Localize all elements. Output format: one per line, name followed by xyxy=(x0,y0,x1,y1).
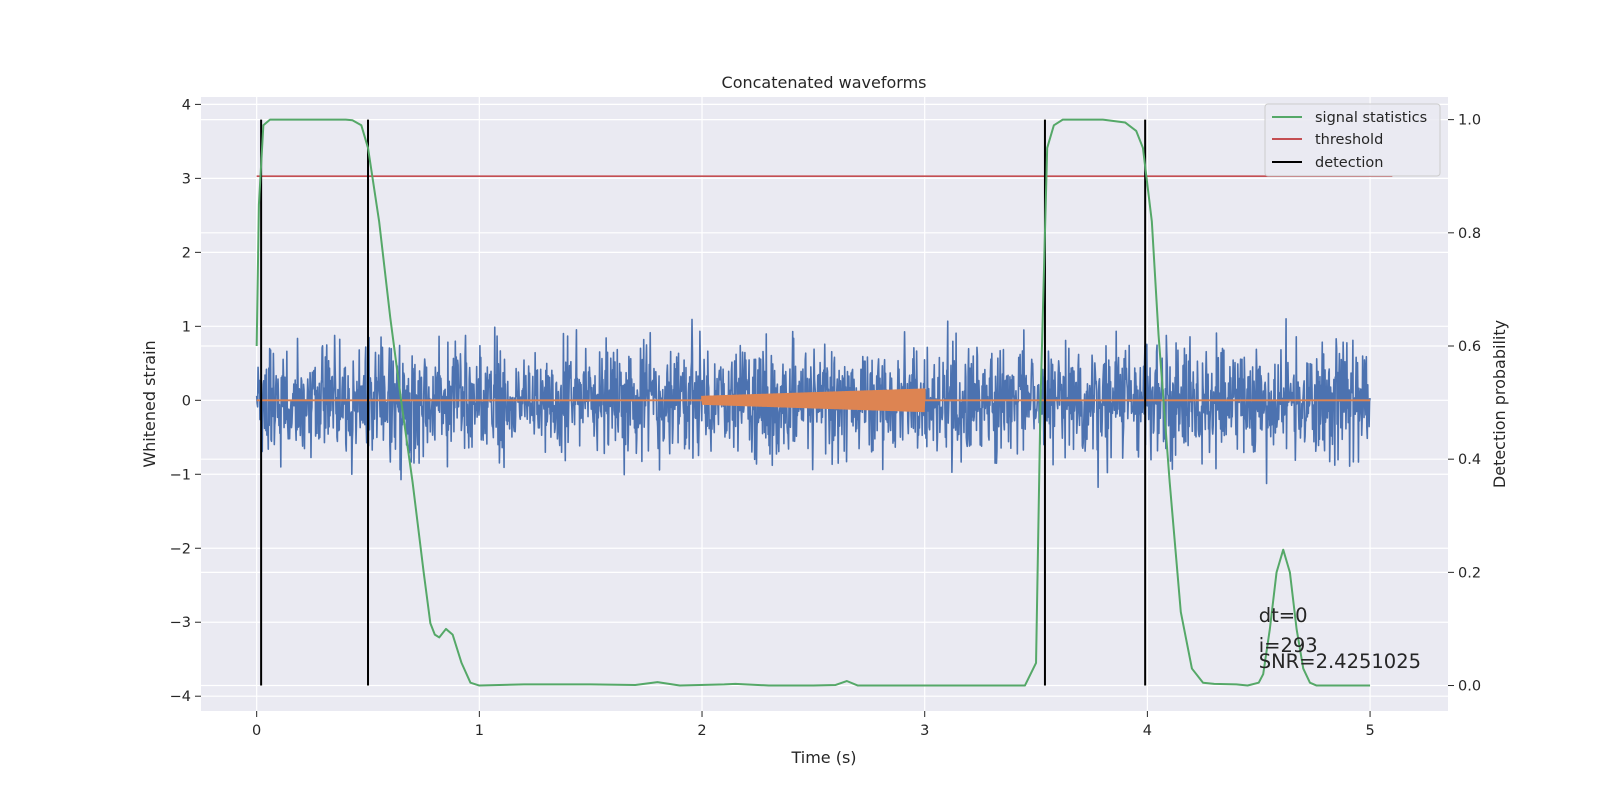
y2-tick-label: 0.6 xyxy=(1458,339,1481,355)
y-tick-label: −1 xyxy=(170,467,191,483)
y2-tick-label: 0.2 xyxy=(1458,565,1481,581)
legend-label-detection: detection xyxy=(1315,155,1383,171)
annotation-text: i=293 xyxy=(1259,634,1318,657)
statistics-line xyxy=(255,118,1371,687)
y-tick-label: −3 xyxy=(170,615,191,631)
legend-label-statistics: signal statistics xyxy=(1315,110,1427,126)
noise-series xyxy=(255,318,1371,488)
detection-series xyxy=(260,119,1147,686)
annotation-text: dt=0 xyxy=(1259,604,1308,627)
y-axis-label: Whitened strain xyxy=(140,340,159,467)
y-tick-label: 4 xyxy=(182,97,191,113)
chirp-series xyxy=(256,388,1371,413)
y-tick-label: 1 xyxy=(182,319,191,335)
y2-tick-label: 0.4 xyxy=(1458,452,1481,468)
y2-axis-label: Detection probability xyxy=(1490,320,1509,488)
x-tick-label: 5 xyxy=(1365,723,1374,739)
x-axis-label: Time (s) xyxy=(790,748,856,767)
y-tick-label: 2 xyxy=(182,245,191,261)
x-tick-label: 0 xyxy=(252,723,261,739)
legend-box xyxy=(1264,103,1441,177)
x-tick-label: 3 xyxy=(920,723,929,739)
x-tick-label: 4 xyxy=(1143,723,1152,739)
y-tick-label: 3 xyxy=(182,171,191,187)
y2-tick-label: 0.8 xyxy=(1458,226,1481,242)
x-axis: 0 1 2 3 4 5 xyxy=(252,711,1375,739)
annotation-text: SNR=2.4251025 xyxy=(1259,650,1421,673)
chart-title: Concatenated waveforms xyxy=(722,73,927,92)
y-axis-left: −4 −3 −2 −1 0 1 2 3 4 xyxy=(170,97,201,705)
statistics-series xyxy=(255,118,1371,687)
x-tick-label: 2 xyxy=(697,723,706,739)
legend-label-threshold: threshold xyxy=(1315,132,1383,148)
x-tick-label: 1 xyxy=(475,723,484,739)
y-tick-label: −4 xyxy=(170,689,191,705)
strain-line xyxy=(255,318,1371,488)
legend: signal statistics threshold detection xyxy=(1264,103,1441,177)
y-tick-label: 0 xyxy=(182,393,191,409)
y2-tick-label: 1.0 xyxy=(1458,113,1481,129)
y2-tick-label: 0.0 xyxy=(1458,679,1481,695)
y-axis-right: 0.0 0.2 0.4 0.6 0.8 1.0 xyxy=(1448,113,1481,695)
waveform-line xyxy=(256,388,1371,413)
y-tick-label: −2 xyxy=(170,541,191,557)
